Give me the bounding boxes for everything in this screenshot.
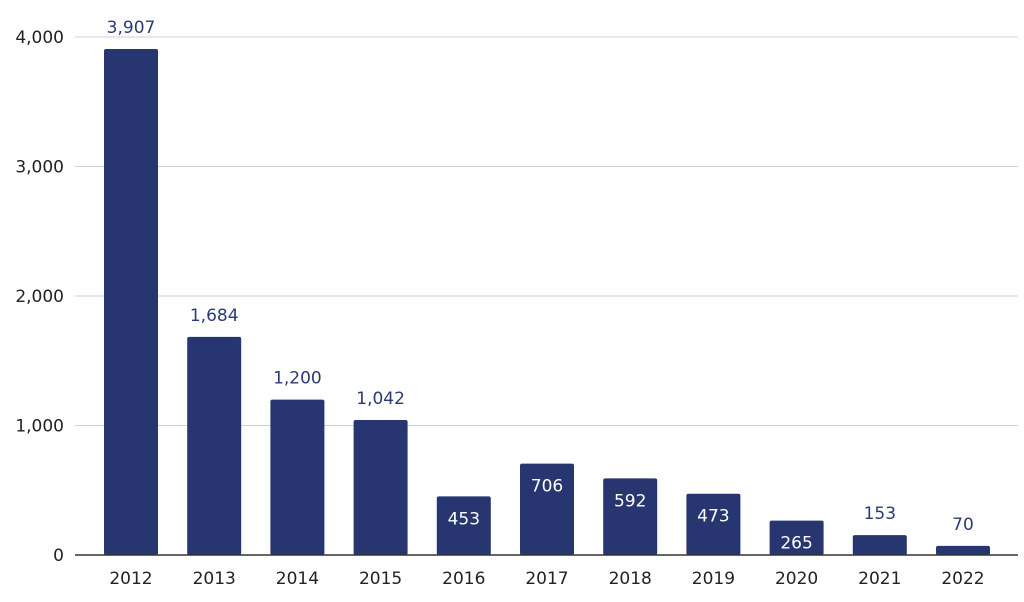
data-label: 1,684	[190, 306, 239, 326]
x-axis-tick-labels: 2012 2013 2014 2015 2016 2017 2018 2019 2020 2021…	[109, 569, 984, 589]
bar	[769, 520, 824, 555]
x-tick-label: 2012	[109, 569, 152, 589]
x-tick-label: 2019	[692, 569, 735, 589]
y-tick-label: 2,000	[15, 287, 64, 307]
y-axis-tick-labels: 0 1,000 2,000 3,000 4,000	[15, 28, 64, 566]
bar	[686, 493, 741, 555]
data-label: 453	[448, 509, 480, 529]
bar	[436, 496, 491, 555]
y-tick-label: 4,000	[15, 28, 64, 48]
bar	[353, 420, 408, 555]
x-tick-label: 2018	[609, 569, 652, 589]
gridlines	[75, 36, 1018, 426]
bar	[187, 336, 242, 555]
x-tick-label: 2013	[193, 569, 236, 589]
y-tick-label: 3,000	[15, 158, 64, 178]
bar	[520, 463, 574, 555]
data-label: 706	[531, 477, 563, 497]
x-tick-label: 2015	[359, 569, 402, 589]
data-label: 70	[952, 515, 974, 535]
bar	[852, 535, 907, 555]
data-label: 592	[614, 491, 646, 511]
bars	[104, 49, 990, 556]
y-tick-label: 0	[53, 546, 64, 566]
x-tick-label: 2016	[442, 569, 485, 589]
data-label: 265	[780, 534, 812, 554]
x-tick-label: 2021	[858, 569, 901, 589]
x-tick-label: 2014	[276, 569, 319, 589]
data-label: 473	[697, 507, 729, 527]
data-labels: 3,907 1,684 1,200 1,042 453 706 592 473 265 153 70	[107, 18, 974, 554]
bar	[104, 49, 158, 556]
data-label: 1,042	[356, 389, 405, 409]
bar	[270, 399, 325, 555]
data-label: 1,200	[273, 369, 322, 389]
x-tick-label: 2020	[775, 569, 818, 589]
bar	[603, 478, 658, 555]
x-tick-label: 2022	[941, 569, 984, 589]
x-tick-label: 2017	[525, 569, 568, 589]
data-label: 153	[864, 504, 896, 524]
bar	[936, 545, 990, 555]
y-tick-label: 1,000	[15, 417, 64, 437]
data-label: 3,907	[107, 18, 156, 38]
